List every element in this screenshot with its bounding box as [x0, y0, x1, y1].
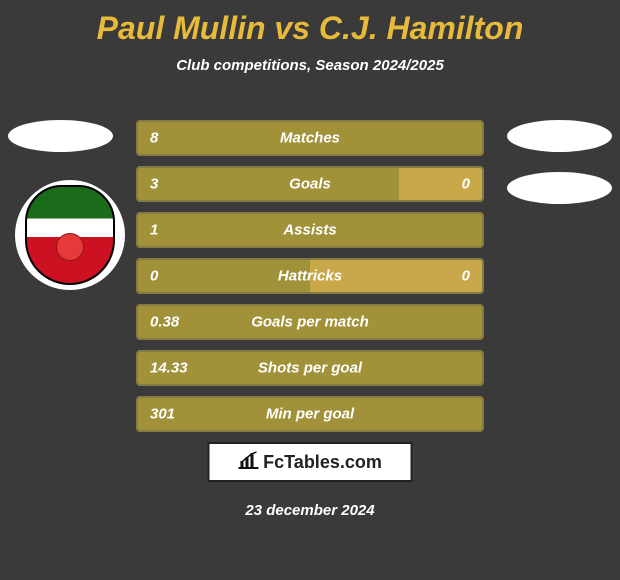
stat-row-matches: 8 Matches [136, 120, 484, 156]
stat-value-right: 0 [462, 268, 470, 285]
player-badge-left [8, 120, 113, 152]
stat-row-goals: 3 Goals 0 [136, 166, 484, 202]
stat-value-right: 0 [462, 176, 470, 193]
stat-label: Shots per goal [138, 360, 482, 377]
stat-row-shots-per-goal: 14.33 Shots per goal [136, 350, 484, 386]
fctables-logo[interactable]: FcTables.com [208, 442, 413, 482]
fctables-logo-text: FcTables.com [263, 452, 382, 473]
player-badge-right-2 [507, 172, 612, 204]
stat-label: Matches [138, 130, 482, 147]
comparison-title: Paul Mullin vs C.J. Hamilton [0, 0, 620, 47]
stat-row-assists: 1 Assists [136, 212, 484, 248]
stat-label: Goals [138, 176, 482, 193]
stat-row-min-per-goal: 301 Min per goal [136, 396, 484, 432]
stat-row-hattricks: 0 Hattricks 0 [136, 258, 484, 294]
stats-bars: 8 Matches 3 Goals 0 1 Assists 0 Hattrick… [136, 120, 484, 442]
stat-label: Assists [138, 222, 482, 239]
club-crest [15, 180, 125, 290]
stat-row-goals-per-match: 0.38 Goals per match [136, 304, 484, 340]
stat-label: Goals per match [138, 314, 482, 331]
player-badge-right-1 [507, 120, 612, 152]
date-label: 23 december 2024 [0, 502, 620, 519]
stat-label: Hattricks [138, 268, 482, 285]
comparison-subtitle: Club competitions, Season 2024/2025 [0, 57, 620, 74]
chart-icon [238, 451, 258, 474]
stat-label: Min per goal [138, 406, 482, 423]
